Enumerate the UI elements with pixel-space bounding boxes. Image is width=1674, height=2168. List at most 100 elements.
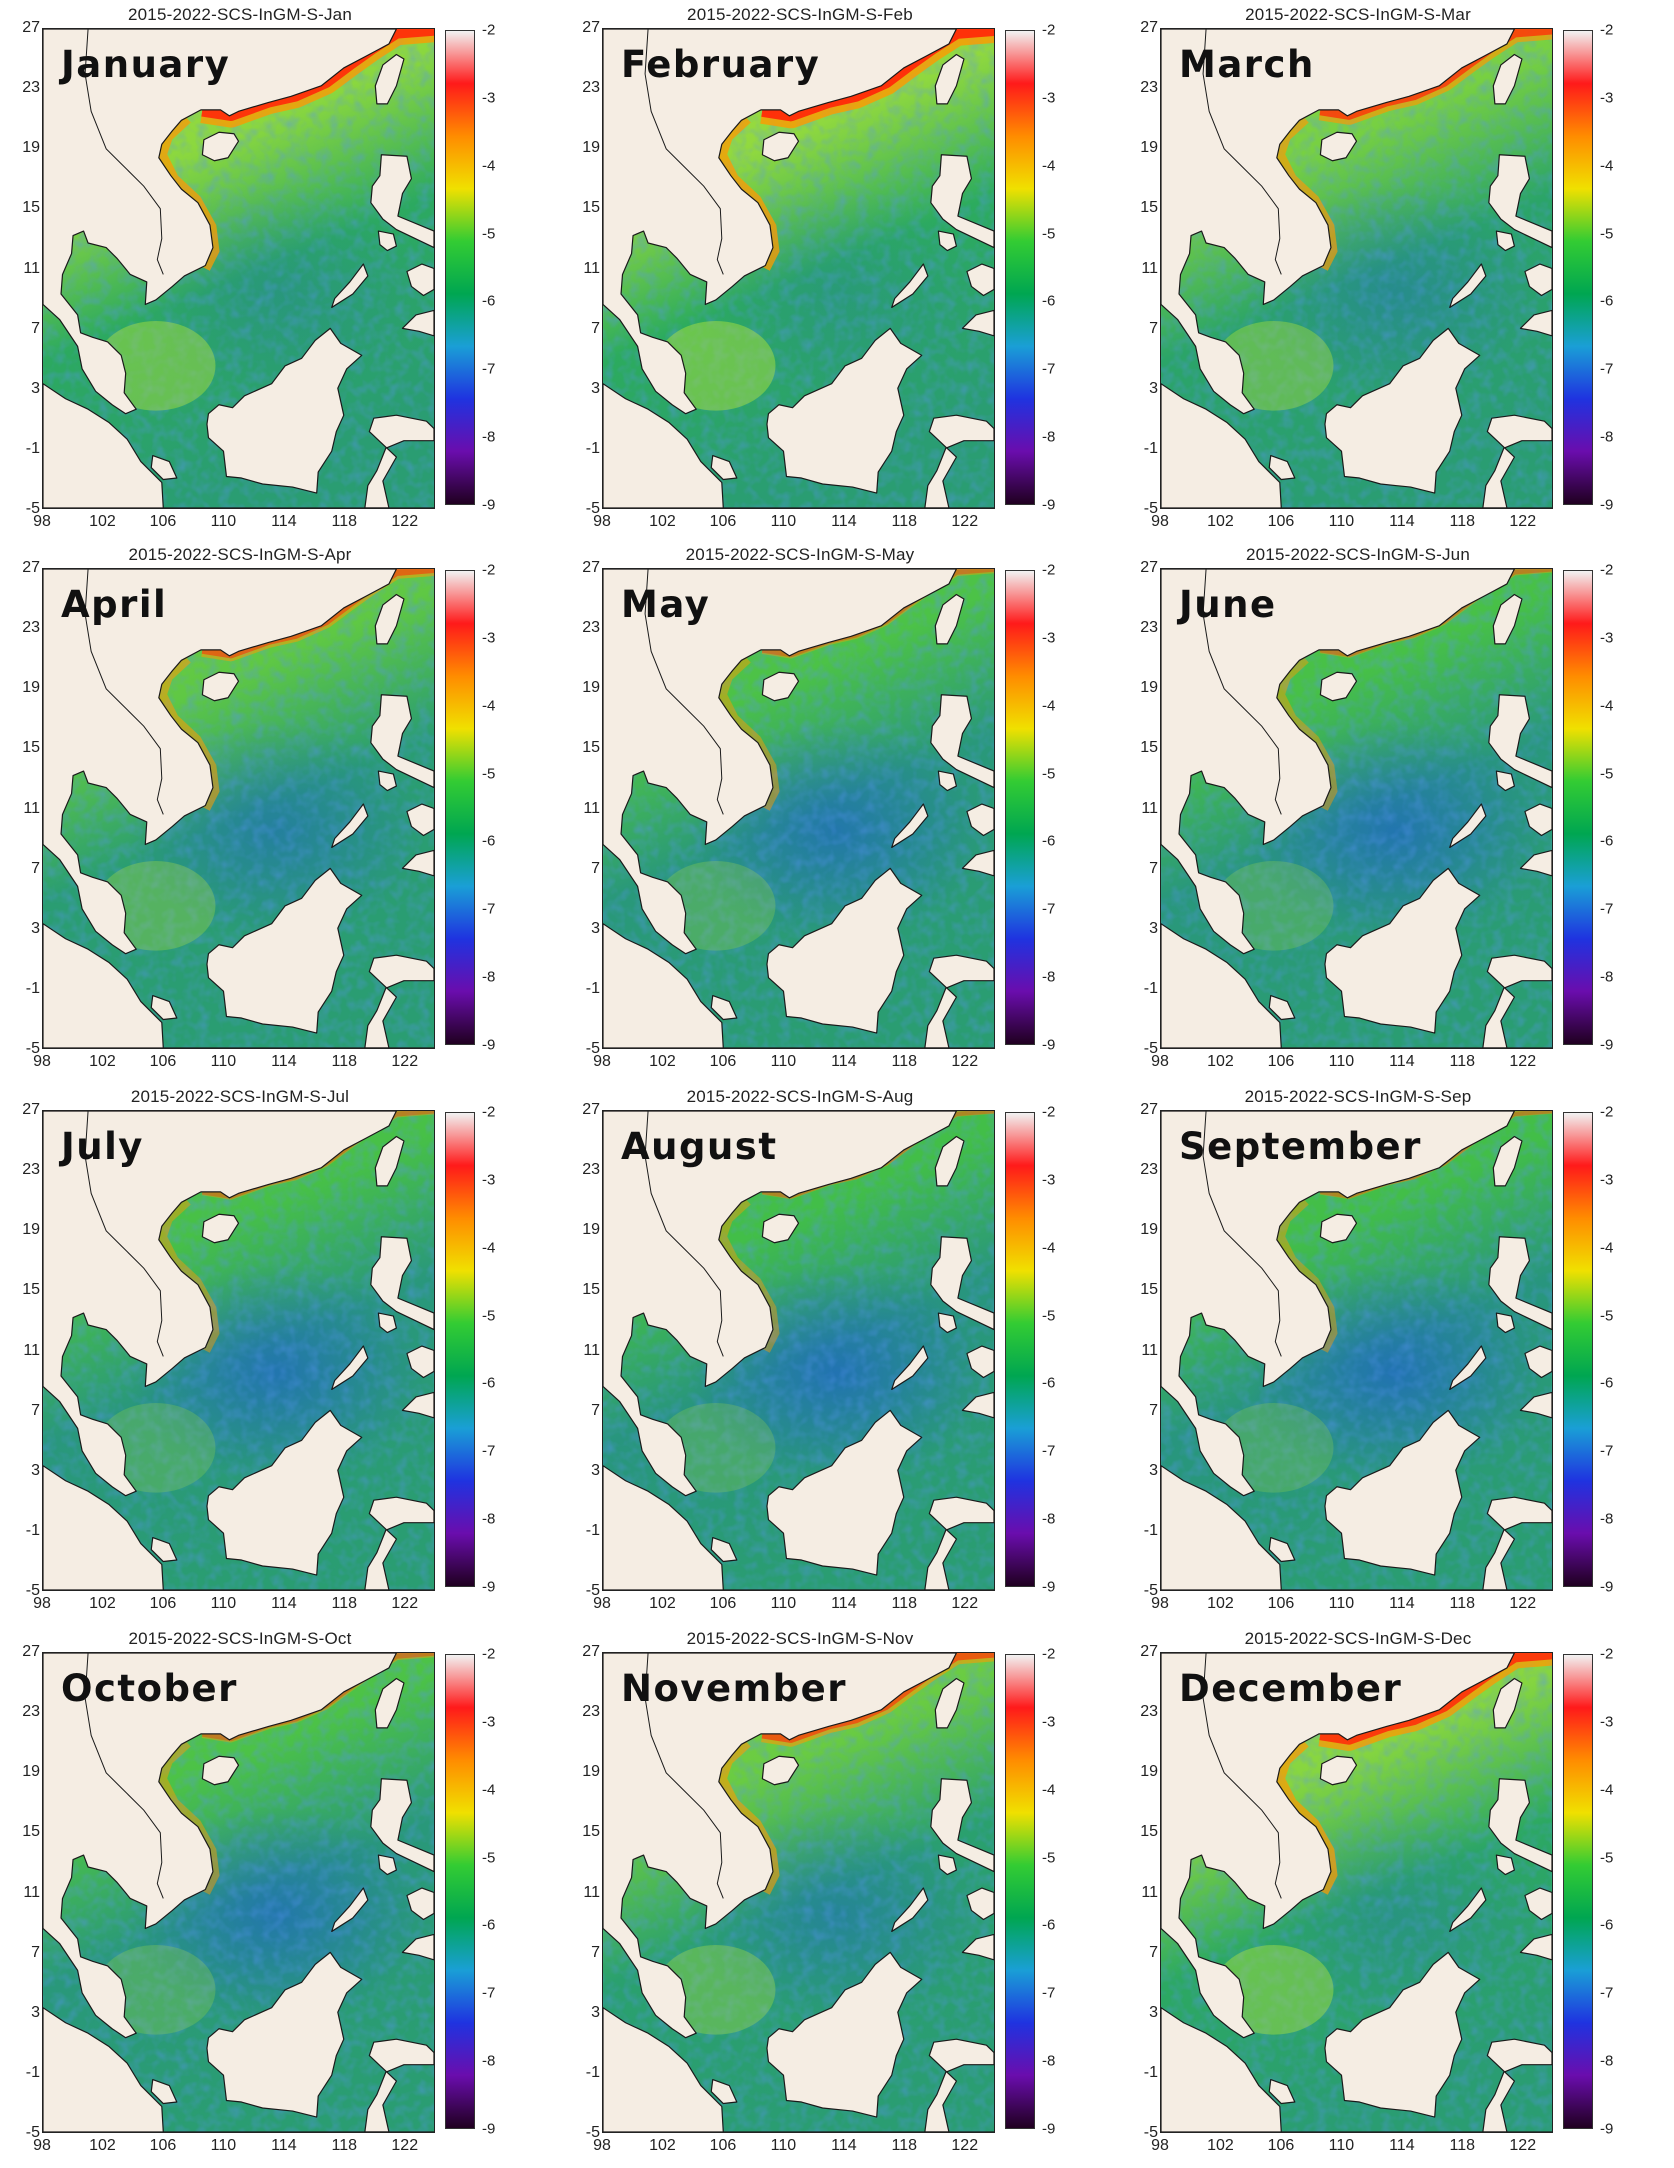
lat-tick-label: 3 (31, 1461, 40, 1479)
land-mass (1319, 131, 1358, 162)
lon-tick-label: 98 (593, 1053, 611, 1070)
land-mass (766, 1409, 923, 1576)
lat-tick-label: 7 (1149, 1401, 1158, 1419)
river-line (1202, 29, 1282, 275)
lat-tick-label: 23 (1140, 79, 1158, 97)
land-mass (1324, 327, 1481, 494)
land-mass (930, 694, 994, 789)
shelf-band (1214, 1944, 1334, 2035)
lat-tick-label: 27 (582, 559, 600, 576)
lat-tick-label: 27 (582, 19, 600, 36)
land-mass (1324, 1409, 1481, 1576)
colorbar-tick-label: -9 (482, 496, 496, 514)
land-mass (1449, 263, 1487, 309)
land-mass (961, 1391, 994, 1419)
land-mass (406, 803, 434, 837)
lon-tick-label: 106 (1267, 1595, 1295, 1612)
colorbar-tick-label: -2 (482, 1103, 496, 1121)
colorbar-tick-label: -2 (482, 1645, 496, 1663)
land-mass (331, 803, 369, 849)
river-line (1202, 1653, 1282, 1899)
land-mass (891, 1887, 929, 1933)
lon-tick-label: 98 (33, 1053, 51, 1070)
map-frame: December (1160, 1652, 1553, 2133)
lat-tick-label: 23 (1140, 1703, 1158, 1721)
lat-tick-label: -5 (25, 2124, 40, 2141)
land-mass (934, 1135, 965, 1187)
map-canvas (1161, 1111, 1552, 1590)
lat-tick-label: 15 (582, 1281, 600, 1299)
map-frame: August (602, 1110, 995, 1591)
map-frame: February (602, 28, 995, 509)
lat-tick-label: 7 (591, 1943, 600, 1961)
river-line (1202, 1111, 1282, 1357)
land-mass (966, 1887, 994, 1921)
land-mass (891, 1345, 929, 1391)
lon-tick-label: 106 (149, 1053, 177, 1070)
colorbar-tick-label: -6 (482, 1374, 496, 1392)
lat-tick-label: 19 (582, 139, 600, 157)
colorbar-tick-label: -7 (1600, 1442, 1614, 1460)
lon-tick-label: 98 (593, 1595, 611, 1612)
lon-tick-label: 110 (1328, 513, 1355, 530)
panel-title: 2015-2022-SCS-InGM-S-Mar (1245, 5, 1471, 24)
map-canvas (43, 569, 434, 1048)
lon-tick-label: 118 (331, 2137, 358, 2154)
colorbar-tick-label: -7 (1042, 360, 1056, 378)
land-mass (406, 263, 434, 297)
lat-tick-label: 19 (1140, 679, 1158, 697)
colorbar-tick-label: -3 (482, 89, 496, 107)
land-mass (937, 1854, 957, 1876)
lon-tick-label: 110 (770, 2137, 797, 2154)
land-mass (966, 803, 994, 837)
map-frame: July (42, 1110, 435, 1591)
land-mass (1495, 1854, 1515, 1876)
month-label: December (1179, 1667, 1403, 1710)
lat-tick-label: -5 (585, 1040, 600, 1057)
vietnam-coast-band (156, 1739, 220, 1895)
lon-tick-label: 122 (391, 2137, 419, 2154)
month-label: March (1179, 43, 1315, 86)
land-mass (364, 2038, 434, 2132)
map-frame: September (1160, 1110, 1553, 1591)
lon-tick-label: 114 (831, 1595, 857, 1612)
lon-tick-label: 110 (210, 1595, 237, 1612)
shelf-band (656, 320, 776, 411)
lat-tick-label: 23 (22, 1161, 40, 1179)
lon-tick-label: 102 (649, 513, 676, 530)
land-mass (934, 53, 965, 105)
land-mass (766, 1951, 923, 2118)
colorbar-tick-label: -8 (1042, 968, 1056, 986)
lon-tick-label: 118 (1449, 513, 1476, 530)
colorbar-tick-label: -3 (482, 1713, 496, 1731)
map-frame: June (1160, 568, 1553, 1049)
colorbar-tick-label: -8 (1600, 1510, 1614, 1528)
lat-tick-label: 15 (1140, 199, 1158, 217)
colorbar-tick-label: -9 (1600, 2120, 1614, 2138)
shelf-band (96, 1402, 216, 1493)
land-mass (1488, 1236, 1552, 1331)
map-canvas (43, 1111, 434, 1590)
colorbar-tick-label: -8 (1042, 428, 1056, 446)
colorbar-tick-label: -3 (482, 1171, 496, 1189)
shelf-band (96, 320, 216, 411)
colorbar-tick-label: -9 (1042, 1036, 1056, 1054)
land-mass (1324, 867, 1481, 1034)
lat-tick-label: 15 (582, 199, 600, 217)
lat-tick-label: -1 (25, 1521, 40, 1539)
river-line (84, 1653, 164, 1899)
land-mass (201, 1213, 240, 1244)
colorbar-tick-label: -2 (1042, 1103, 1056, 1121)
colorbar-tick-label: -8 (482, 2052, 496, 2070)
land-mass (370, 154, 434, 249)
land-mass (930, 1236, 994, 1331)
map-frame: May (602, 568, 995, 1049)
colorbar-tick-label: -6 (1042, 1374, 1056, 1392)
lat-tick-label: -1 (1143, 439, 1158, 457)
colorbar-tick-label: -3 (1600, 1713, 1614, 1731)
lon-tick-label: 98 (33, 2137, 51, 2154)
colorbar-tick-label: -7 (1042, 1442, 1056, 1460)
colorbar (445, 30, 475, 505)
lon-tick-label: 102 (1207, 2137, 1234, 2154)
lon-tick-label: 106 (1267, 1053, 1295, 1070)
